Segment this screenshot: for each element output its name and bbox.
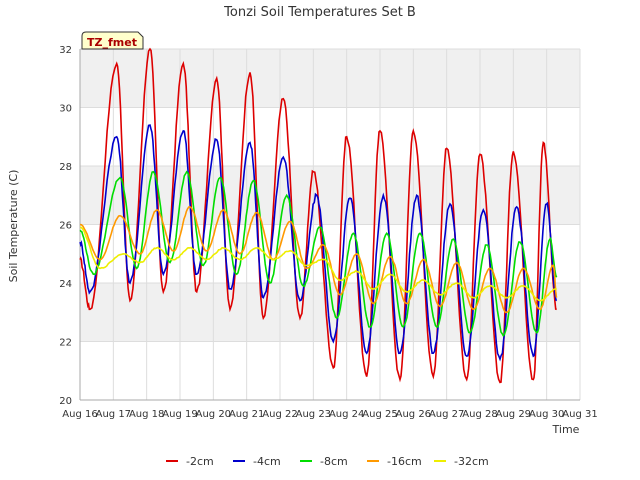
- y-tick-label: 22: [59, 338, 72, 349]
- legend-label: -8cm: [320, 455, 348, 468]
- series-line-minus-4cm: [79, 124, 558, 362]
- band: [80, 49, 580, 108]
- band: [80, 166, 580, 225]
- series-line-minus-32cm: [79, 226, 557, 302]
- x-tick-label: Aug 21: [229, 409, 264, 420]
- x-tick-label: Aug 18: [129, 409, 164, 420]
- x-axis-label: Time: [552, 423, 580, 436]
- x-tick-label: Aug 24: [329, 409, 364, 420]
- y-tick-label: 24: [59, 279, 72, 290]
- x-tick-label: Aug 22: [262, 409, 297, 420]
- x-tick-label: Aug 30: [529, 409, 564, 420]
- x-tick-label: Aug 31: [562, 409, 597, 420]
- series-lines: [79, 47, 558, 384]
- x-tick-label: Aug 27: [429, 409, 464, 420]
- legend: -2cm -4cm -8cm -16cm -32cm: [166, 455, 489, 468]
- y-tick-label: 32: [59, 45, 72, 56]
- y-tick-label: 30: [59, 104, 72, 115]
- x-tick-label: Aug 26: [396, 409, 431, 420]
- y-tick-label: 28: [59, 162, 72, 173]
- x-tick-label: Aug 17: [96, 409, 131, 420]
- series-line-minus-2cm: [79, 47, 557, 384]
- x-tick-label: Aug 20: [196, 409, 231, 420]
- y-axis-label: Soil Temperature (C): [7, 170, 20, 283]
- legend-label: -32cm: [454, 455, 489, 468]
- x-tick-label: Aug 19: [162, 409, 197, 420]
- y-tick-label: 20: [59, 396, 72, 407]
- legend-label: -4cm: [253, 455, 281, 468]
- x-tick-label: Aug 23: [296, 409, 331, 420]
- legend-label: -2cm: [186, 455, 214, 468]
- x-tick-label: Aug 28: [462, 409, 497, 420]
- annotation-box: TZ_fmet: [81, 31, 144, 50]
- x-tick-label: Aug 16: [62, 409, 97, 420]
- x-tick-label: Aug 25: [362, 409, 397, 420]
- legend-label: -16cm: [387, 455, 422, 468]
- annotation-box-shape: [81, 31, 144, 50]
- annotation-label: TZ_fmet: [87, 36, 137, 49]
- x-tick-label: Aug 29: [496, 409, 531, 420]
- y-tick-label: 26: [59, 221, 72, 232]
- chart-title: Tonzi Soil Temperatures Set B: [223, 5, 416, 20]
